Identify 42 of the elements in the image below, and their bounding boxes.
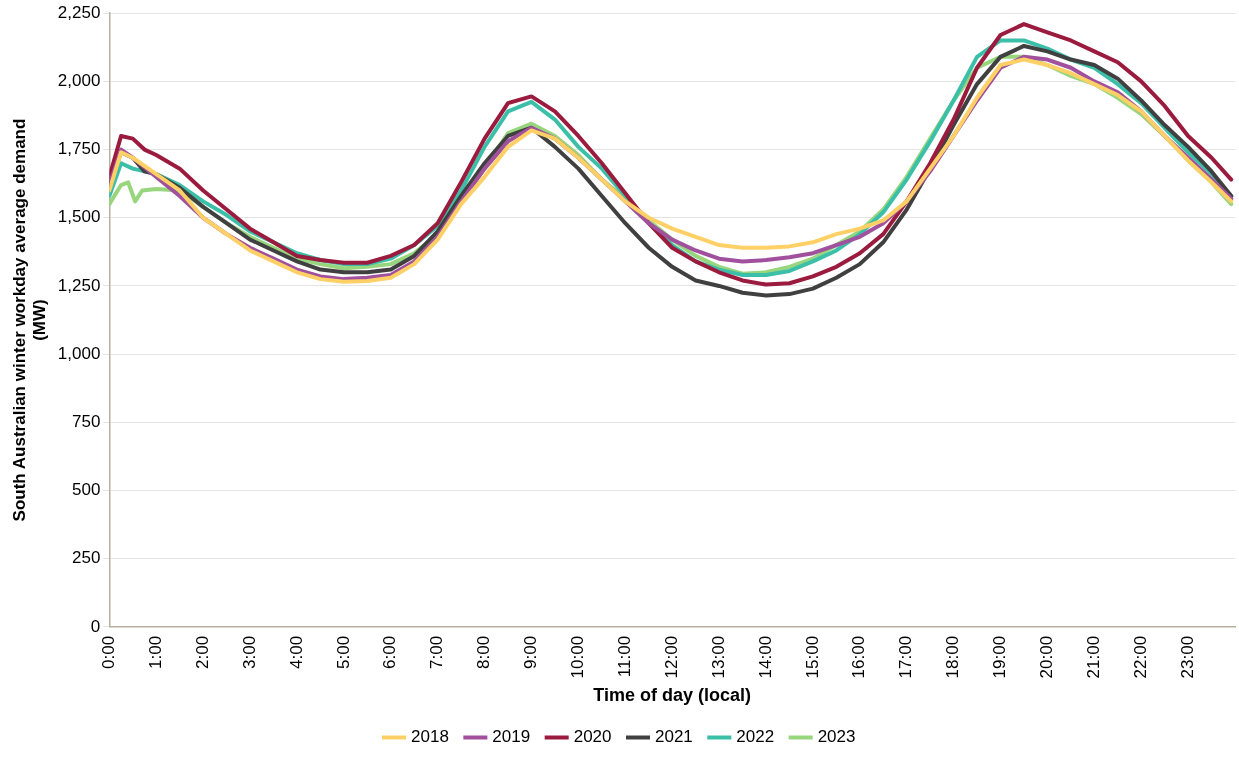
x-tick-label: 17:00 [896, 635, 916, 679]
x-tick-label: 7:00 [427, 635, 447, 669]
legend-label: 2022 [736, 727, 775, 747]
x-tick-label: 23:00 [1177, 635, 1197, 679]
x-tick-label: 2:00 [192, 635, 212, 669]
legend-label: 2020 [573, 727, 612, 747]
y-tick-label: 0 [90, 616, 101, 636]
x-tick-label: 8:00 [474, 635, 494, 669]
x-tick-label: 13:00 [708, 635, 728, 679]
x-tick-label: 4:00 [286, 635, 306, 669]
legend-label: 2019 [492, 727, 531, 747]
x-tick-label: 18:00 [943, 635, 963, 679]
x-tick-label: 22:00 [1130, 635, 1150, 679]
x-tick-label: 3:00 [239, 635, 259, 669]
y-tick-label: 2,250 [57, 2, 101, 22]
x-tick-label: 9:00 [521, 635, 541, 669]
x-tick-label: 10:00 [568, 635, 588, 679]
y-tick-label: 1,000 [57, 343, 101, 363]
y-tick-label: 1,750 [57, 139, 101, 159]
y-tick-label: 2,000 [57, 71, 101, 91]
y-tick-label: 500 [71, 480, 101, 500]
x-tick-label: 20:00 [1037, 635, 1057, 679]
x-tick-label: 15:00 [802, 635, 822, 679]
x-tick-label: 19:00 [990, 635, 1010, 679]
x-tick-label: 16:00 [849, 635, 869, 679]
y-axis-title: South Australian winter workday average demand (MW) [9, 118, 50, 522]
y-tick-label: 1,250 [57, 275, 101, 295]
x-tick-label: 1:00 [145, 635, 165, 669]
legend-label: 2021 [655, 727, 693, 747]
x-tick-label: 14:00 [755, 635, 775, 679]
legend-label: 2018 [411, 727, 449, 747]
x-tick-label: 5:00 [333, 635, 353, 669]
x-tick-label: 6:00 [380, 635, 400, 669]
legend-label: 2023 [817, 727, 856, 747]
x-tick-label: 11:00 [614, 635, 634, 678]
x-axis-title: Time of day (local) [593, 685, 752, 706]
x-tick-label: 0:00 [99, 635, 119, 669]
y-tick-label: 250 [71, 548, 101, 568]
x-tick-label: 21:00 [1083, 635, 1103, 679]
x-tick-label: 12:00 [661, 635, 681, 679]
y-tick-label: 750 [71, 411, 101, 431]
y-tick-label: 1,500 [57, 207, 101, 227]
